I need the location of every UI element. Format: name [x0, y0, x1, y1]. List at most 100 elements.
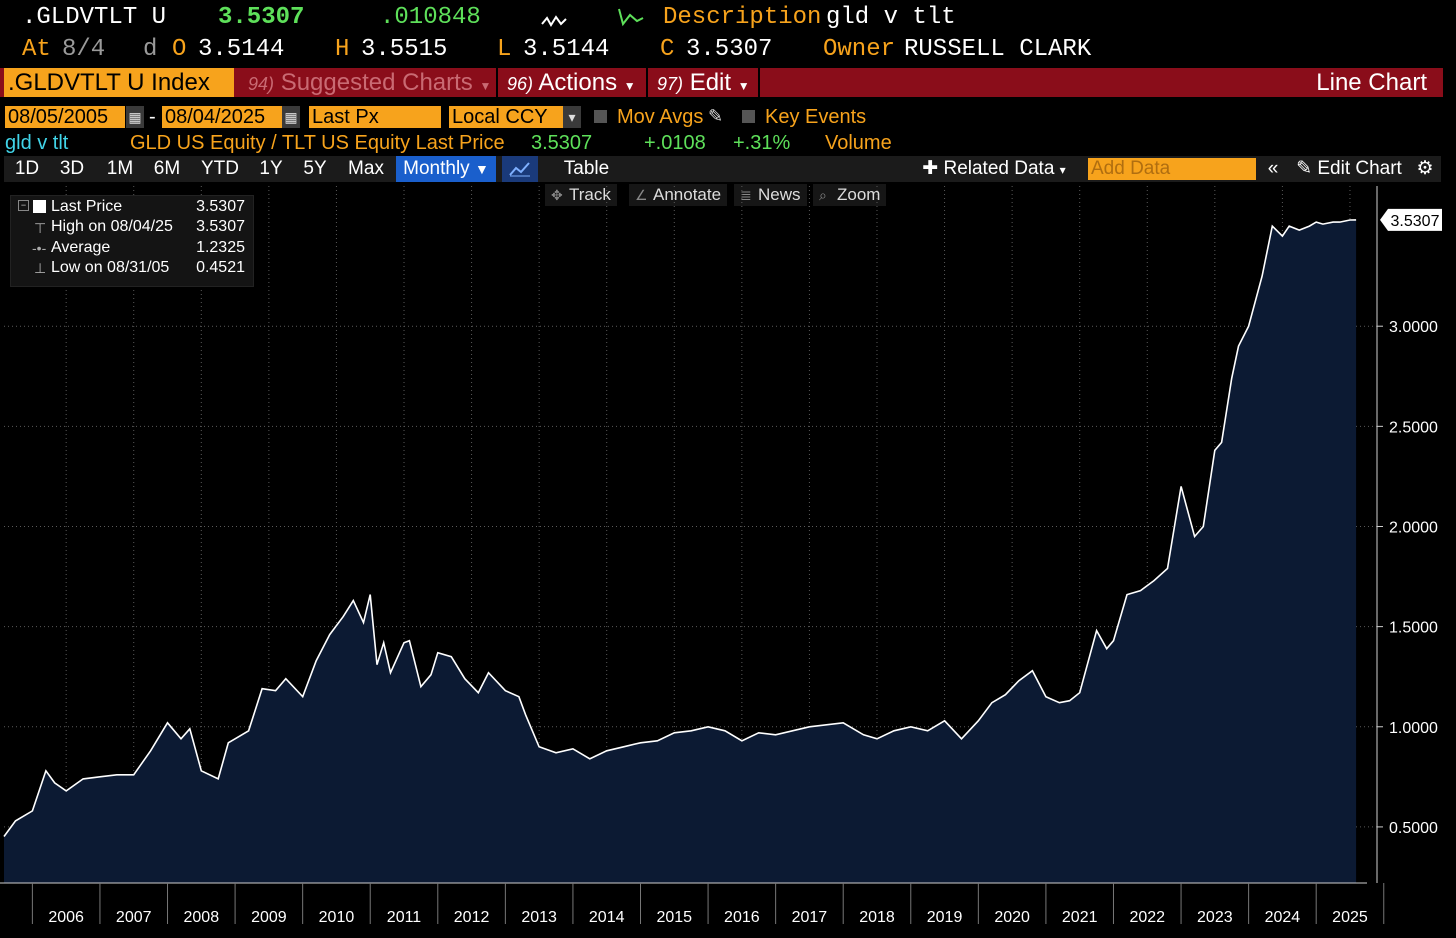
news-button[interactable]: ≣ News [734, 184, 807, 206]
annotate-icon: ∠ [635, 187, 648, 203]
period-1m[interactable]: 1M [106, 158, 134, 179]
legend-low-value: 0.4521 [196, 259, 245, 276]
edit-chart-button[interactable]: ✎ Edit Chart [1292, 156, 1406, 182]
chart-toolbar: 1D 3D 1M 6M YTD 1Y 5Y Max Monthly ▼ Tabl… [4, 156, 1441, 182]
legend-last-label: Last Price [51, 198, 123, 215]
last-price: 3.5307 [218, 4, 305, 31]
annotate-label: Annotate [653, 185, 722, 204]
price-area [4, 219, 1357, 883]
edit-menu[interactable]: 97) Edit ▼ [657, 68, 750, 97]
last-price-tag [1380, 208, 1442, 231]
close-label: C [660, 36, 675, 63]
period-3d[interactable]: 3D [59, 158, 85, 179]
series-value: 3.5307 [531, 132, 593, 154]
x-tick-label: 2006 [48, 909, 84, 924]
pencil-icon: ✎ [1296, 158, 1313, 179]
x-tick-label: 2015 [656, 909, 692, 924]
period-5y[interactable]: 5Y [303, 158, 327, 179]
x-tick-label: 2017 [792, 909, 828, 924]
field-select[interactable]: Last Px [309, 106, 441, 128]
table-button[interactable]: Table [563, 158, 610, 179]
chevron-down-icon[interactable]: ▾ [563, 106, 581, 128]
legend-last-value: 3.5307 [196, 198, 245, 215]
date-dash: - [149, 106, 156, 128]
x-tick-label: 2008 [184, 909, 220, 924]
y-tick-label: 2.5000 [1389, 419, 1438, 436]
news-icon: ≣ [740, 187, 752, 203]
last-price-marker: 3.5307 [1380, 208, 1442, 231]
edit-label: Edit [689, 69, 732, 96]
actions-menu[interactable]: 96) Actions ▼ [507, 68, 636, 97]
suggested-charts-menu[interactable]: 94) Suggested Charts ▼ [248, 68, 491, 97]
series-name: gld v tlt [5, 132, 69, 154]
period-max[interactable]: Max [348, 158, 384, 179]
gear-icon[interactable]: ⚙ [1416, 158, 1434, 179]
calendar-icon[interactable]: ▦ [282, 106, 300, 128]
add-data-input[interactable]: Add Data [1088, 158, 1256, 180]
frequency-dropdown[interactable]: Monthly ▼ [396, 156, 496, 182]
owner-value: RUSSELL CLARK [904, 36, 1092, 63]
y-axis: 0.5000 1.0000 1.5000 2.0000 2.5000 3.0000 [1376, 186, 1438, 883]
period-6m[interactable]: 6M [153, 158, 181, 179]
x-tick-label: 2007 [116, 909, 152, 924]
period-ytd[interactable]: YTD [201, 158, 239, 179]
y-tick-label: 3.0000 [1389, 319, 1438, 336]
divider [496, 68, 498, 97]
series-description: GLD US Equity / TLT US Equity Last Price [130, 132, 505, 154]
sparkline-icon [540, 12, 568, 35]
price-chart[interactable]: 0.5000 1.0000 1.5000 2.0000 2.5000 3.0000 200… [0, 184, 1456, 924]
chevron-down-icon: ▼ [623, 79, 636, 93]
period-1y[interactable]: 1Y [259, 158, 283, 179]
high-label: H [335, 36, 350, 63]
start-date-input[interactable]: 08/05/2005 [5, 106, 125, 128]
related-data-label: Related Data [943, 158, 1055, 179]
actions-label: Actions [538, 69, 618, 96]
crosshair-icon: ✥ [551, 187, 563, 203]
suggested-charts-number: 94) [248, 74, 275, 94]
description-value: gld v tlt [826, 4, 956, 31]
x-tick-label: 2018 [859, 909, 895, 924]
open-label: O [172, 36, 187, 63]
low-marker-icon: ⊥ [34, 260, 47, 276]
collapse-toggle-icon[interactable]: − [18, 200, 29, 211]
pencil-icon[interactable]: ✎ [708, 106, 724, 126]
x-tick-label: 2009 [251, 909, 287, 924]
x-tick-label: 2025 [1332, 909, 1368, 924]
annotate-button[interactable]: ∠ Annotate [629, 184, 728, 206]
related-data-menu[interactable]: ✚ Related Data ▾ [916, 156, 1072, 182]
calendar-icon[interactable]: ▦ [126, 106, 144, 128]
y-tick-label: 1.0000 [1389, 720, 1438, 737]
frequency-label: Monthly [403, 158, 470, 179]
collapse-icon[interactable]: « [1267, 158, 1279, 179]
index-field[interactable]: .GLDVTLT U Index [4, 68, 234, 97]
x-tick-label: 2022 [1129, 909, 1165, 924]
zoom-label: Zoom [837, 185, 881, 204]
zoom-button[interactable]: ⌕ Zoom [813, 184, 887, 206]
volume-label: Volume [825, 132, 892, 154]
currency-select[interactable]: Local CCY [449, 106, 564, 128]
mov-avgs-checkbox[interactable] [594, 110, 607, 123]
key-events-label: Key Events [765, 106, 867, 128]
key-events-checkbox[interactable] [742, 110, 755, 123]
x-tick-label: 2014 [589, 909, 625, 924]
low-value: 3.5144 [523, 36, 610, 63]
track-button[interactable]: ✥ Track [545, 184, 617, 206]
owner-label: Owner [823, 36, 896, 63]
y-tick-label: 1.5000 [1389, 620, 1438, 637]
x-tick-label: 2013 [521, 909, 557, 924]
period-1d[interactable]: 1D [14, 158, 40, 179]
x-tick-label: 2010 [319, 909, 355, 924]
last-price-tag-label: 3.5307 [1391, 213, 1440, 230]
line-chart-icon[interactable] [502, 156, 538, 182]
at-date: 8/4 [62, 36, 106, 63]
end-date-input[interactable]: 08/04/2025 [162, 106, 282, 128]
series-pct-change: +.31% [733, 132, 791, 154]
x-tick-label: 2023 [1197, 909, 1233, 924]
divider [646, 68, 648, 97]
plus-icon: ✚ [922, 158, 939, 179]
chevron-down-icon: ▾ [1059, 163, 1066, 177]
actions-number: 96) [507, 74, 534, 94]
x-tick-label: 2016 [724, 909, 760, 924]
chevron-down-icon: ▼ [479, 79, 492, 93]
low-label: L [497, 36, 512, 63]
